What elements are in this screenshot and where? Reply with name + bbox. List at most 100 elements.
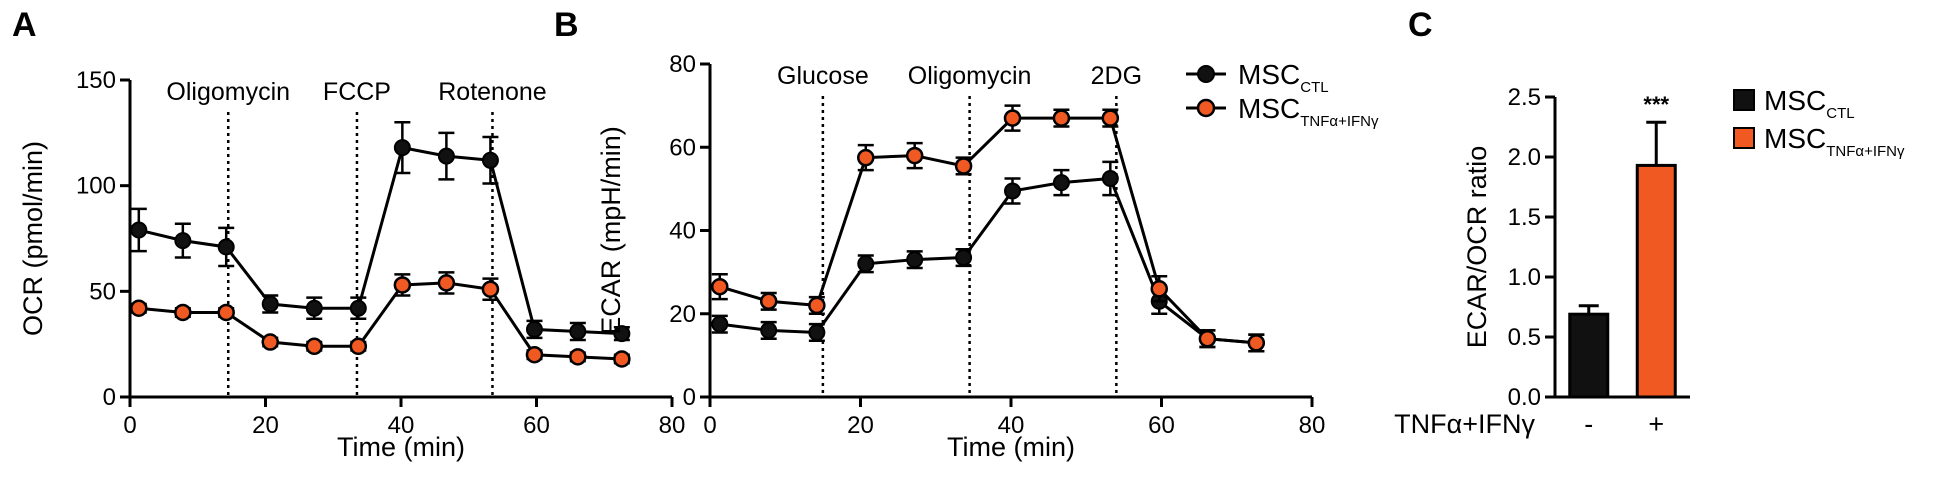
data-point <box>481 280 500 298</box>
x-tick-label: 80 <box>659 412 686 439</box>
bar <box>1635 163 1677 399</box>
x-tick-label: 60 <box>1148 412 1175 439</box>
data-point <box>305 299 323 317</box>
data-point <box>305 337 324 356</box>
legend-bar-item-tnf: MSCTNFα+IFNγ <box>1733 123 1905 160</box>
y-tick-label: 1.5 <box>1508 204 1541 231</box>
legend-item-tnf: MSCTNFα+IFNγ <box>1186 93 1379 130</box>
svg-text:MSCCTL: MSCCTL <box>1238 59 1329 96</box>
panel-letter-b: B <box>554 6 579 44</box>
y-tick-label: 60 <box>669 134 696 161</box>
data-point <box>261 333 279 351</box>
legend-bar-label-tnf: MSC <box>1764 123 1826 154</box>
panel-letter-c: C <box>1408 6 1433 44</box>
y-tick-label: 0 <box>103 384 116 411</box>
legend-bar-sub-ctl: CTL <box>1826 105 1854 122</box>
series-ctl <box>130 121 631 343</box>
x-tick-label: 40 <box>998 412 1025 439</box>
ocr-chart: 0 50 100 150 0 20 40 60 80 Oligomycin FCCP Rotenon… <box>18 67 685 462</box>
legend-label-ctl: MSC <box>1238 59 1300 90</box>
svg-text:MSCTNFα+IFNγ: MSCTNFα+IFNγ <box>1238 93 1379 130</box>
data-point <box>261 295 279 313</box>
data-point <box>808 323 826 341</box>
category-label: - <box>1584 409 1593 439</box>
data-point <box>857 255 875 273</box>
ratio-chart: 0.00.51.01.52.02.5 - +*** ECAR/OCR ratio … <box>1394 84 1690 439</box>
data-point <box>1101 109 1120 127</box>
x-tick-label: 0 <box>703 412 716 439</box>
legend-bar-sub-tnf: TNFα+IFNγ <box>1826 143 1905 160</box>
y-tick-label: 50 <box>89 278 116 305</box>
injection-label: Glucose <box>777 62 869 90</box>
injection-label: Oligomycin <box>908 62 1032 90</box>
data-point <box>711 277 729 296</box>
data-point <box>808 296 826 315</box>
y-tick-label: 2.0 <box>1508 144 1541 171</box>
data-point <box>759 292 778 311</box>
panel-letter-a: A <box>12 6 37 44</box>
data-point <box>857 148 875 167</box>
bar <box>1568 312 1610 399</box>
data-point <box>955 249 973 267</box>
series-ctl <box>711 160 1265 353</box>
data-point <box>217 238 235 256</box>
data-point <box>437 274 456 292</box>
x-tick-label: 80 <box>1299 412 1326 439</box>
y-axis-label: ECAR/OCR ratio <box>1462 146 1492 349</box>
data-point <box>1101 169 1119 187</box>
data-point <box>905 146 924 165</box>
category-label: + <box>1648 409 1664 439</box>
series-tnf <box>130 271 631 368</box>
x-tick-label: 20 <box>252 412 279 439</box>
x-axis-group-label: TNFα+IFNγ <box>1394 409 1535 439</box>
data-point <box>174 303 192 322</box>
y-tick-label: 40 <box>669 218 696 245</box>
x-tick-label: 60 <box>523 412 550 439</box>
x-axis-label: Time (min) <box>947 432 1075 462</box>
data-point <box>954 157 973 175</box>
injection-label: Oligomycin <box>166 78 290 106</box>
y-tick-label: 2.5 <box>1508 84 1541 111</box>
significance-label: *** <box>1643 92 1669 117</box>
legend-marker-tnf <box>1196 98 1216 118</box>
data-point <box>130 299 148 317</box>
data-point <box>569 322 587 340</box>
data-point <box>525 320 543 338</box>
y-axis-label: OCR (pmol/min) <box>18 141 48 336</box>
data-point <box>174 232 192 250</box>
data-point <box>525 345 544 364</box>
data-point <box>1198 329 1217 348</box>
data-point <box>349 299 367 317</box>
series-tnf <box>711 104 1266 353</box>
x-tick-label: 40 <box>388 412 415 439</box>
data-point <box>613 325 631 343</box>
legend-label-tnf: MSC <box>1238 93 1300 124</box>
series-line <box>138 145 622 336</box>
legend-bar-label-ctl: MSC <box>1764 85 1826 116</box>
data-point <box>481 151 499 169</box>
series-line <box>719 176 1257 345</box>
y-tick-label: 0.0 <box>1508 384 1541 411</box>
y-tick-label: 1.0 <box>1508 264 1541 291</box>
svg-text:MSCCTL: MSCCTL <box>1764 85 1855 122</box>
data-point <box>217 303 235 322</box>
y-axis-label: ECAR (mpH/min) <box>596 126 626 335</box>
data-point <box>1004 182 1022 200</box>
y-tick-label: 80 <box>669 51 696 78</box>
series-line <box>719 116 1257 345</box>
legend-swatch-tnf <box>1733 127 1755 149</box>
injection-label: 2DG <box>1091 62 1142 90</box>
data-point <box>711 315 729 333</box>
y-tick-label: 150 <box>76 67 116 94</box>
legend: MSCCTL MSCTNFα+IFNγ <box>1186 59 1379 130</box>
y-tick-label: 0.5 <box>1508 324 1541 351</box>
legend-item-ctl: MSCCTL <box>1186 59 1329 96</box>
x-tick-label: 0 <box>123 412 136 439</box>
data-point <box>393 139 411 157</box>
bar-group-ctl: - <box>1568 304 1610 439</box>
legend-bar-item-ctl: MSCCTL <box>1733 85 1855 122</box>
svg-text:MSCTNFα+IFNγ: MSCTNFα+IFNγ <box>1764 123 1905 160</box>
data-point <box>1003 109 1022 127</box>
legend-sub-tnf: TNFα+IFNγ <box>1300 113 1379 130</box>
